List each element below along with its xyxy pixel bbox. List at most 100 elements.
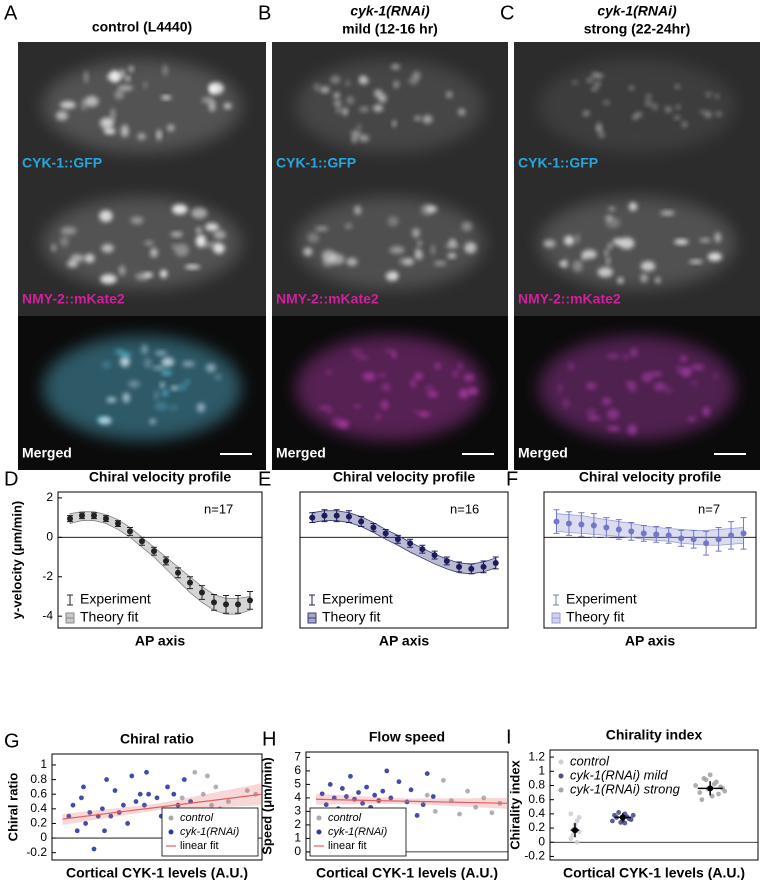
signal-blob xyxy=(166,124,175,132)
signal-blob xyxy=(128,65,134,73)
data-point xyxy=(394,536,401,543)
data-point xyxy=(309,514,316,521)
signal-blob xyxy=(330,253,345,265)
signal-blob xyxy=(715,111,722,117)
signal-blob xyxy=(572,80,578,85)
signal-blob xyxy=(84,253,95,263)
data-point xyxy=(481,795,487,801)
x-axis-label: Cortical CYK-1 levels (A.U.) xyxy=(66,865,248,880)
data-point xyxy=(348,773,353,779)
signal-blob xyxy=(154,390,159,401)
y-tick-label: 0.4 xyxy=(528,806,545,820)
signal-blob xyxy=(109,70,121,83)
legend-label: cyk-1(RNAi) xyxy=(328,826,388,838)
y-tick-label: 4 xyxy=(294,790,301,804)
signal-blob xyxy=(651,103,658,110)
data-point xyxy=(693,783,698,788)
data-point xyxy=(628,528,635,535)
data-point xyxy=(728,532,735,539)
data-point xyxy=(431,552,438,559)
data-point xyxy=(640,530,647,537)
data-point xyxy=(465,788,470,794)
x-axis-label: AP axis xyxy=(135,633,186,649)
y-tick-label: 3 xyxy=(294,804,301,818)
data-point xyxy=(79,795,84,801)
signal-blob xyxy=(141,344,148,355)
panel-title: control (L4440) xyxy=(92,19,192,35)
y-axis-label: y-velocity (μm/min) xyxy=(9,501,24,619)
y-tick-label: 0.4 xyxy=(30,801,47,815)
signal-blob xyxy=(575,233,581,244)
signal-blob xyxy=(338,419,350,429)
signal-blob xyxy=(354,205,362,215)
legend-swatch xyxy=(168,815,174,821)
signal-blob xyxy=(699,109,707,114)
data-point xyxy=(492,559,499,566)
signal-blob xyxy=(353,404,362,409)
embryo xyxy=(295,59,485,153)
data-point xyxy=(740,530,747,537)
data-point xyxy=(703,540,710,547)
signal-blob xyxy=(414,115,422,121)
data-point xyxy=(356,790,361,795)
y-tick-label: 0 xyxy=(46,530,53,544)
legend-label: cyk-1(RNAi) mild xyxy=(570,767,668,782)
data-point xyxy=(653,531,660,538)
signal-blob xyxy=(682,366,692,378)
signal-blob xyxy=(561,258,568,269)
data-point xyxy=(226,799,231,804)
data-point xyxy=(553,518,560,525)
signal-blob xyxy=(359,75,366,83)
legend-swatch xyxy=(553,594,559,606)
channel-label: NMY-2::mKate2 xyxy=(518,291,621,307)
annotation: n=17 xyxy=(204,501,233,516)
signal-blob xyxy=(83,70,89,84)
data-point xyxy=(408,787,414,793)
signal-blob xyxy=(170,386,179,391)
data-point xyxy=(133,799,139,804)
signal-blob xyxy=(117,84,133,92)
signal-blob xyxy=(60,226,77,235)
data-point xyxy=(165,784,170,790)
channel-label: Merged xyxy=(276,445,326,461)
legend-swatch xyxy=(558,759,564,765)
signal-blob xyxy=(393,80,400,88)
signal-blob xyxy=(114,90,125,100)
signal-blob xyxy=(618,237,635,250)
legend-swatch xyxy=(316,815,322,821)
signal-blob xyxy=(70,254,85,262)
panel-letter: A xyxy=(4,2,18,24)
signal-blob xyxy=(582,110,590,117)
data-point xyxy=(590,522,597,529)
signal-blob xyxy=(196,402,206,413)
signal-blob xyxy=(208,100,216,112)
signal-blob xyxy=(598,131,605,138)
signal-blob xyxy=(182,360,195,367)
data-point xyxy=(622,820,628,826)
signal-blob xyxy=(359,106,370,113)
data-point xyxy=(91,512,97,519)
data-point xyxy=(244,788,250,793)
signal-blob xyxy=(172,204,188,215)
signal-blob xyxy=(607,243,613,250)
signal-blob xyxy=(66,260,79,268)
legend-swatch xyxy=(309,594,315,606)
data-point xyxy=(104,777,109,782)
signal-blob xyxy=(137,133,146,141)
signal-blob xyxy=(120,68,125,79)
data-point xyxy=(112,788,118,793)
data-point xyxy=(690,536,697,543)
signal-blob xyxy=(645,93,652,101)
y-tick-label: 0 xyxy=(294,844,301,858)
signal-blob xyxy=(446,91,453,99)
signal-blob xyxy=(119,356,130,367)
signal-blob xyxy=(581,254,587,261)
data-point xyxy=(574,818,580,824)
data-point xyxy=(699,797,705,803)
y-tick-label: 0 xyxy=(40,830,47,844)
signal-blob xyxy=(459,388,469,399)
data-point xyxy=(709,793,715,799)
x-axis-label: AP axis xyxy=(625,633,676,649)
y-tick-label: 0.6 xyxy=(30,786,47,800)
y-tick-label: 0.2 xyxy=(30,816,47,830)
